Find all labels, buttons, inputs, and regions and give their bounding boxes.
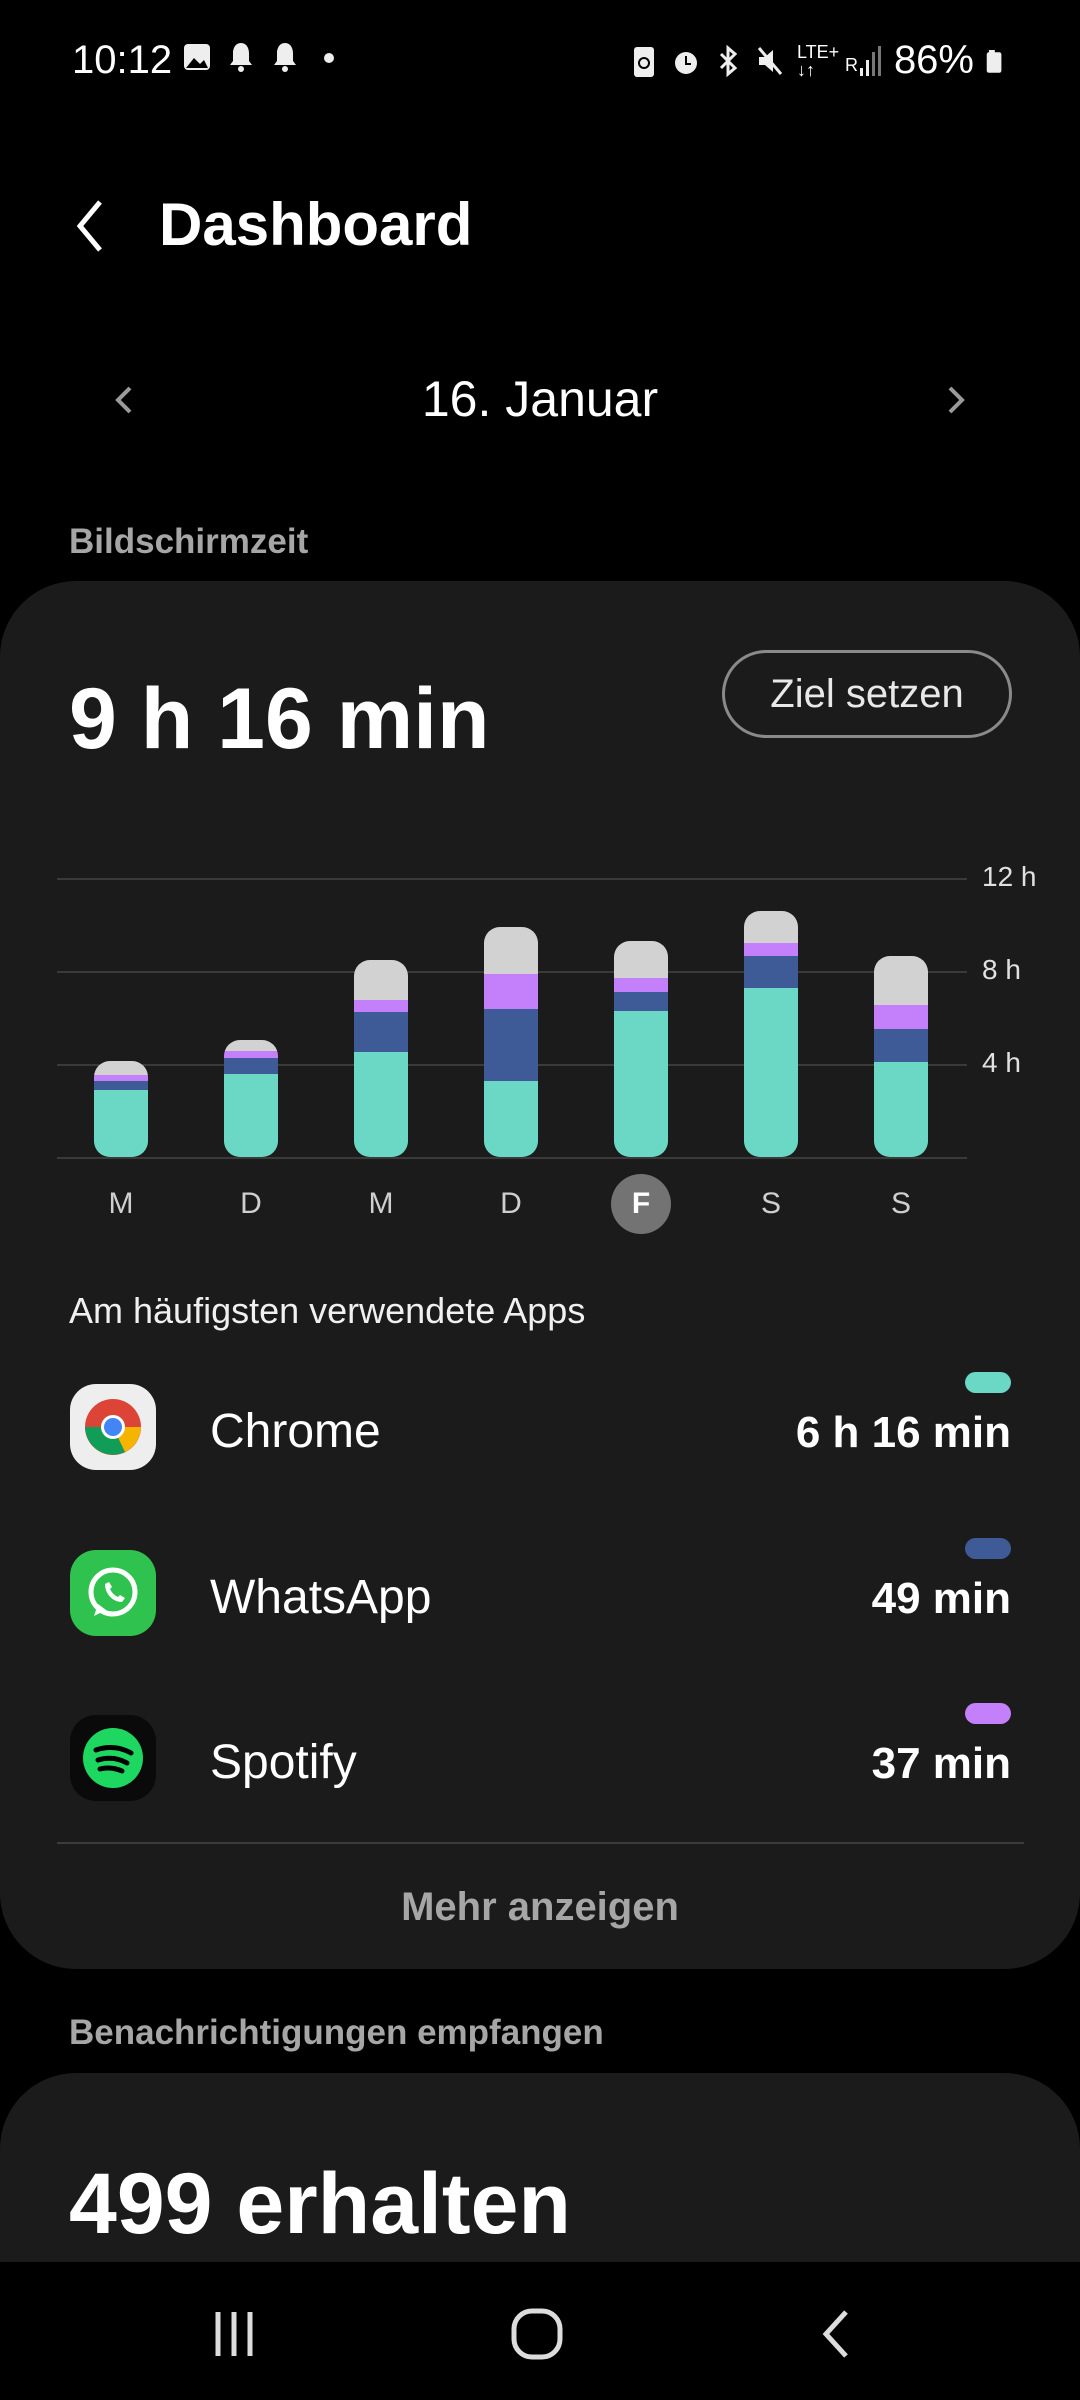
day-label[interactable]: M xyxy=(368,1187,394,1220)
bar-segment xyxy=(874,1005,928,1030)
app-name: WhatsApp xyxy=(210,1571,432,1624)
divider xyxy=(57,1842,1024,1844)
screen-time-card xyxy=(0,581,1080,1969)
bar-4[interactable] xyxy=(614,941,668,1157)
gallery-icon xyxy=(184,44,210,70)
back-button[interactable] xyxy=(68,196,118,256)
status-time: 10:12 xyxy=(72,38,173,82)
bar-segment xyxy=(94,1074,148,1081)
app-name: Chrome xyxy=(210,1405,381,1458)
lte-icon: LTE+ ↓↑ xyxy=(796,41,840,80)
bar-6[interactable] xyxy=(874,955,928,1157)
bar-segment xyxy=(744,956,798,989)
bar-segment xyxy=(354,1000,408,1013)
signal-icon: R xyxy=(845,45,882,76)
bar-segment xyxy=(614,992,668,1012)
app-row-whatsapp[interactable]: WhatsApp 49 min xyxy=(0,1518,1080,1668)
bar-segment xyxy=(874,1062,928,1157)
bar-segment xyxy=(94,1060,148,1075)
bar-segment xyxy=(354,1012,408,1053)
bar-1[interactable] xyxy=(224,1039,278,1157)
app-color-indicator xyxy=(965,1703,1011,1724)
bar-segment xyxy=(484,1009,538,1082)
dot-icon xyxy=(324,53,334,63)
apps-heading: Am häufigsten verwendete Apps xyxy=(69,1290,586,1331)
bar-segment xyxy=(224,1074,278,1157)
day-label[interactable]: D xyxy=(500,1187,522,1220)
bar-segment xyxy=(224,1050,278,1059)
set-goal-button[interactable]: Ziel setzen xyxy=(722,650,1012,738)
bar-segment xyxy=(614,941,668,978)
bar-segment xyxy=(614,1011,668,1157)
bell-icon xyxy=(230,43,252,72)
bar-segment xyxy=(224,1058,278,1075)
app-time: 49 min xyxy=(871,1574,1011,1623)
section-label-notifications: Benachrichtigungen empfangen xyxy=(69,2013,604,2052)
notifications-total: 499 erhalten xyxy=(69,2156,571,2252)
battery-percent: 86% xyxy=(893,38,974,82)
previous-day-button[interactable] xyxy=(104,370,144,430)
screen-time-total: 9 h 16 min xyxy=(69,671,490,767)
gridline xyxy=(57,1157,967,1159)
bar-0[interactable] xyxy=(94,1060,148,1157)
battery-saver-icon xyxy=(633,46,654,77)
page-title: Dashboard xyxy=(159,191,473,258)
app-time: 37 min xyxy=(871,1739,1011,1788)
app-time: 6 h 16 min xyxy=(795,1408,1011,1457)
bar-3[interactable] xyxy=(484,926,538,1157)
bar-segment xyxy=(874,1029,928,1063)
mute-icon xyxy=(757,46,783,75)
bluetooth-icon xyxy=(719,44,738,77)
bar-segment xyxy=(484,926,538,975)
section-label-screen-time: Bildschirmzeit xyxy=(69,522,309,561)
recent-apps-button[interactable] xyxy=(204,2306,264,2362)
app-row-spotify[interactable]: Spotify 37 min xyxy=(0,1683,1080,1833)
app-row-chrome[interactable]: Chrome 6 h 16 min xyxy=(0,1352,1080,1502)
app-color-indicator xyxy=(965,1372,1011,1393)
date-navigator: 16. Januar xyxy=(0,360,1080,440)
bar-segment xyxy=(224,1039,278,1051)
alarm-icon xyxy=(674,51,697,74)
spotify-icon xyxy=(70,1715,156,1801)
bar-segment xyxy=(484,1081,538,1157)
app-name: Spotify xyxy=(210,1736,357,1789)
status-bar: 10:12 LTE+ ↓↑ R 86% xyxy=(0,0,1080,120)
battery-icon xyxy=(986,49,1002,73)
bar-2[interactable] xyxy=(354,959,408,1157)
y-tick-label: 12 h xyxy=(982,861,1037,892)
chrome-icon xyxy=(70,1384,156,1470)
day-label[interactable]: F xyxy=(611,1174,671,1234)
home-button[interactable] xyxy=(507,2306,567,2362)
bar-segment xyxy=(744,910,798,944)
gridline xyxy=(57,878,967,880)
show-more-button[interactable]: Mehr anzeigen xyxy=(401,1885,679,1929)
y-tick-label: 4 h xyxy=(982,1047,1021,1078)
bar-segment xyxy=(354,1052,408,1157)
bar-segment xyxy=(354,959,408,1001)
current-date: 16. Januar xyxy=(421,371,659,427)
bar-segment xyxy=(484,974,538,1010)
bar-segment xyxy=(614,977,668,993)
bar-segment xyxy=(94,1080,148,1090)
day-label[interactable]: M xyxy=(108,1187,134,1220)
next-day-button[interactable] xyxy=(936,370,976,430)
day-label[interactable]: D xyxy=(240,1187,262,1220)
y-tick-label: 8 h xyxy=(982,954,1021,985)
bar-segment xyxy=(94,1089,148,1157)
bell-icon xyxy=(274,43,296,72)
bar-segment xyxy=(874,955,928,1006)
day-label[interactable]: S xyxy=(760,1187,781,1220)
bar-segment xyxy=(744,943,798,957)
whatsapp-icon xyxy=(70,1550,156,1636)
day-label[interactable]: S xyxy=(890,1187,911,1220)
bar-5[interactable] xyxy=(744,910,798,1157)
back-nav-button[interactable] xyxy=(808,2306,868,2362)
app-color-indicator xyxy=(965,1538,1011,1559)
navigation-bar xyxy=(0,2262,1080,2400)
bar-segment xyxy=(744,988,798,1157)
